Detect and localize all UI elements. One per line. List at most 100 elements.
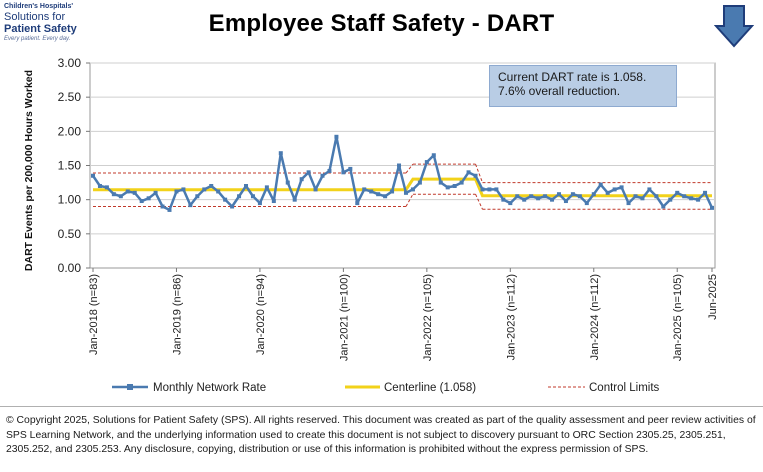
data-point — [376, 192, 381, 197]
data-point — [689, 196, 694, 201]
sps-logo: Children's Hospitals' Solutions for Pati… — [4, 3, 114, 47]
data-point — [536, 196, 541, 201]
data-point — [153, 190, 158, 195]
data-point — [501, 197, 506, 202]
logo-line-3: Patient Safety — [4, 23, 77, 35]
data-point — [480, 187, 485, 192]
y-tick-label: 0.00 — [58, 261, 82, 275]
data-point — [223, 197, 228, 202]
data-point — [668, 197, 673, 202]
data-point — [285, 180, 290, 185]
y-tick-label: 3.00 — [58, 56, 82, 70]
data-point — [682, 194, 687, 199]
data-point — [515, 194, 520, 199]
control-limit-step — [405, 163, 414, 174]
data-point — [167, 207, 172, 212]
data-point — [459, 180, 464, 185]
data-point — [577, 194, 582, 199]
data-point — [264, 185, 269, 190]
data-point — [348, 166, 353, 171]
data-point — [438, 180, 443, 185]
copyright-footer: © Copyright 2025, Solutions for Patient … — [6, 415, 756, 455]
y-tick-label: 1.50 — [58, 159, 82, 173]
x-tick-label: Jun-2025 — [707, 274, 719, 320]
data-point — [369, 189, 374, 194]
data-point — [710, 205, 714, 210]
data-point — [292, 197, 297, 202]
data-point — [111, 192, 116, 197]
x-tick-label: Jan-2021 (n=100) — [338, 274, 350, 361]
logo-tagline: Every patient. Every day. — [4, 36, 71, 42]
y-tick-label: 2.00 — [58, 124, 82, 138]
data-point — [257, 201, 262, 206]
data-point — [195, 194, 200, 199]
data-point — [320, 173, 325, 178]
data-point — [466, 170, 471, 175]
data-point — [202, 187, 207, 192]
data-point — [508, 201, 513, 206]
logo-line-1: Children's Hospitals' — [4, 3, 74, 10]
data-point — [550, 197, 555, 202]
data-point — [612, 187, 617, 192]
data-point — [188, 203, 193, 208]
data-point — [271, 199, 276, 204]
data-point — [675, 190, 680, 195]
data-point — [230, 204, 235, 209]
x-tick-label: Jan-2018 (n=83) — [88, 274, 100, 355]
data-point — [216, 189, 221, 194]
data-point — [584, 201, 589, 206]
data-point — [598, 182, 603, 187]
data-point — [250, 194, 255, 199]
data-point — [278, 151, 283, 156]
data-point — [417, 180, 422, 185]
data-point — [125, 189, 130, 194]
data-point — [244, 184, 249, 188]
data-point — [494, 187, 499, 192]
control-limit-step — [475, 193, 483, 210]
annotation-line-1: Current DART rate is 1.058. — [498, 70, 647, 84]
legend-label-rate: Monthly Network Rate — [153, 382, 266, 394]
data-point — [355, 201, 360, 206]
data-point — [118, 194, 123, 199]
dart-chart: 0.00 0.50 1.00 1.50 2.00 2.50 3.00 DART Events … — [23, 56, 719, 394]
data-point — [139, 199, 144, 204]
x-tick-label: Jan-2020 (n=94) — [255, 274, 267, 355]
data-point — [654, 194, 659, 199]
control-limit-step — [405, 193, 414, 207]
data-point — [570, 192, 575, 197]
y-axis-label: DART Events per 200,000 Hours Worked — [23, 70, 35, 271]
y-tick-label: 2.50 — [58, 90, 82, 104]
data-point — [91, 173, 95, 178]
data-point — [410, 187, 415, 192]
data-point — [647, 187, 652, 192]
data-point — [299, 177, 304, 182]
data-point — [431, 153, 436, 158]
data-point — [209, 184, 214, 188]
data-point — [313, 187, 318, 192]
data-point — [529, 194, 534, 199]
control-limit-step — [475, 163, 483, 183]
data-point — [424, 160, 429, 165]
data-point — [487, 187, 492, 192]
data-point — [390, 189, 395, 194]
data-point — [543, 194, 548, 199]
data-point — [334, 134, 339, 139]
data-point — [640, 196, 645, 201]
data-point — [403, 190, 408, 195]
x-tick-label: Jan-2019 (n=86) — [171, 274, 183, 355]
data-point — [362, 187, 367, 192]
data-point — [383, 194, 388, 199]
data-point — [661, 204, 666, 209]
x-tick-label: Jan-2023 (n=112) — [505, 274, 517, 360]
data-point — [306, 170, 311, 175]
x-tick-label: Jan-2022 (n=105) — [422, 274, 434, 361]
data-point — [341, 170, 346, 175]
data-point — [605, 190, 610, 195]
rate-annotation: Current DART rate is 1.058. 7.6% overall… — [489, 65, 677, 107]
data-point — [97, 184, 102, 188]
data-point — [160, 204, 165, 209]
legend-label-centerline: Centerline (1.058) — [384, 382, 476, 394]
data-point — [522, 197, 527, 202]
chart-title: Employee Staff Safety - DART — [208, 10, 555, 37]
data-point — [132, 190, 137, 195]
